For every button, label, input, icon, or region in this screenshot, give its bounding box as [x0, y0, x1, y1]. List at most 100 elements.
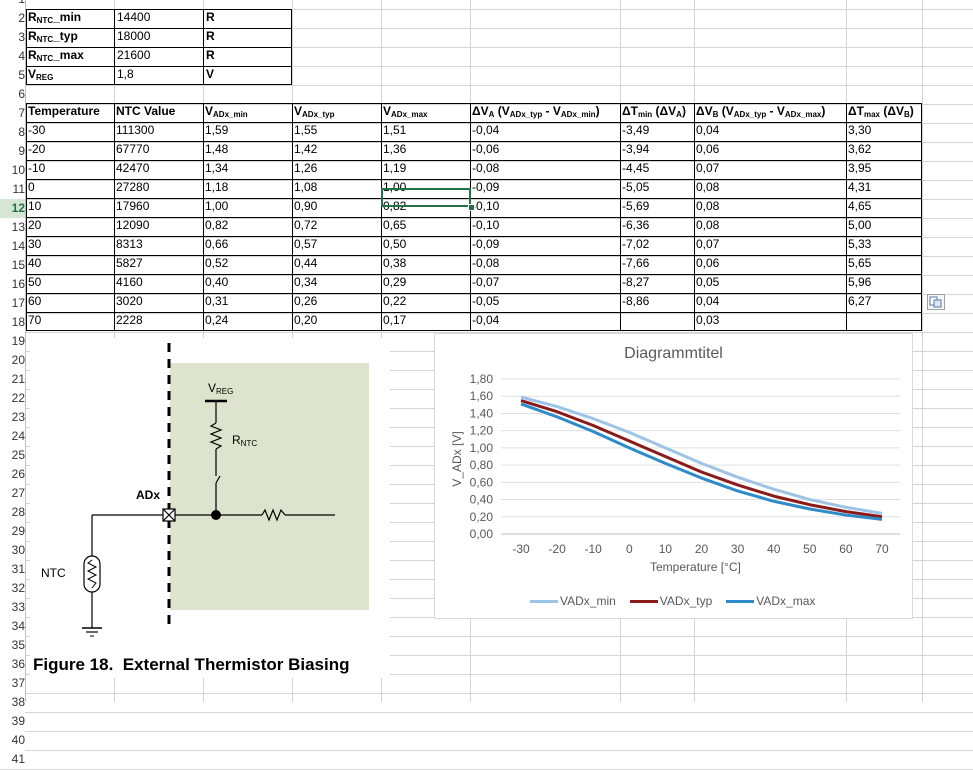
table-cell[interactable]: 67770 — [116, 142, 150, 156]
row-header[interactable]: 38 — [0, 693, 25, 712]
table-cell[interactable]: 1,42 — [294, 142, 318, 156]
param-value[interactable]: 14400 — [117, 10, 151, 24]
table-cell[interactable]: 0,34 — [294, 275, 318, 289]
table-cell[interactable]: 60 — [28, 294, 42, 308]
line-chart[interactable]: Diagrammtitel 0,00 0,20 0,40 0,60 0,80 1,00 1,… — [434, 333, 913, 619]
table-header-cell[interactable]: VADx_min — [203, 103, 248, 123]
table-cell[interactable]: -7,66 — [622, 256, 650, 270]
table-cell[interactable]: 3,95 — [848, 161, 872, 175]
table-cell[interactable]: -5,69 — [622, 199, 650, 213]
row-header[interactable]: 28 — [0, 503, 25, 522]
row-header[interactable]: 31 — [0, 560, 25, 579]
chart-series-line-VADx_typ[interactable] — [520, 399, 883, 519]
row-header[interactable]: 22 — [0, 389, 25, 408]
param-unit[interactable]: R — [206, 48, 215, 62]
param-unit[interactable]: V — [206, 67, 215, 81]
table-cell[interactable]: 1,34 — [205, 161, 229, 175]
table-cell[interactable]: 0,08 — [696, 218, 720, 232]
table-cell[interactable]: 0,24 — [205, 313, 229, 327]
param-value[interactable]: 21600 — [117, 48, 151, 62]
table-cell[interactable]: 5,33 — [848, 237, 872, 251]
row-header[interactable]: 13 — [0, 218, 25, 237]
table-cell[interactable]: -8,27 — [622, 275, 650, 289]
row-header[interactable]: 30 — [0, 541, 25, 560]
row-header[interactable]: 6 — [0, 85, 25, 104]
legend-item[interactable]: VADx_min — [530, 594, 616, 608]
row-header[interactable]: 19 — [0, 332, 25, 351]
table-cell[interactable]: 3,30 — [848, 123, 872, 137]
table-cell[interactable]: -0,09 — [472, 237, 500, 251]
param-unit[interactable]: R — [206, 29, 215, 43]
row-header[interactable]: 25 — [0, 446, 25, 465]
table-cell[interactable]: 12090 — [116, 218, 150, 232]
table-cell[interactable]: -4,45 — [622, 161, 650, 175]
table-cell[interactable]: 0,50 — [383, 237, 407, 251]
table-cell[interactable]: 0,20 — [294, 313, 318, 327]
fill-handle[interactable] — [468, 204, 475, 211]
table-cell[interactable]: 42470 — [116, 161, 150, 175]
row-header[interactable]: 8 — [0, 123, 25, 142]
table-header-cell[interactable]: ΔVA (VADx_typ - VADx_min) — [470, 103, 600, 123]
table-header-cell[interactable]: ΔTmin (ΔVA) — [620, 103, 686, 123]
chart-y-axis-label[interactable]: V_ADx [V] — [450, 431, 464, 487]
table-cell[interactable]: 0,04 — [696, 123, 720, 137]
param-value[interactable]: 1,8 — [117, 67, 134, 81]
table-cell[interactable]: 0,31 — [205, 294, 229, 308]
table-cell[interactable]: -6,36 — [622, 218, 650, 232]
table-header-cell[interactable]: NTC Value — [114, 103, 175, 120]
table-cell[interactable]: -10 — [28, 161, 46, 175]
table-cell[interactable]: 5,00 — [848, 218, 872, 232]
param-unit[interactable]: R — [206, 10, 215, 24]
table-header-cell[interactable]: ΔVB (VADx_typ - VADx_max) — [694, 103, 825, 123]
row-header[interactable]: 20 — [0, 351, 25, 370]
table-cell[interactable]: 1,19 — [383, 161, 407, 175]
table-cell[interactable]: -0,08 — [472, 256, 500, 270]
table-cell[interactable]: 8313 — [116, 237, 143, 251]
chart-legend[interactable]: VADx_min VADx_typ VADx_max — [530, 594, 829, 608]
table-cell[interactable]: -0,10 — [472, 218, 500, 232]
table-cell[interactable]: 0,06 — [696, 256, 720, 270]
chart-title[interactable]: Diagrammtitel — [624, 345, 723, 362]
table-cell[interactable]: 1,55 — [294, 123, 318, 137]
table-header-cell[interactable]: VADx_max — [381, 103, 427, 123]
table-cell[interactable]: 0,05 — [696, 275, 720, 289]
table-cell[interactable]: 1,59 — [205, 123, 229, 137]
table-cell[interactable]: -0,08 — [472, 161, 500, 175]
row-header[interactable]: 39 — [0, 712, 25, 731]
table-cell[interactable]: -0,10 — [472, 199, 500, 213]
table-cell[interactable]: -20 — [28, 142, 46, 156]
param-name[interactable]: RNTC_typ — [26, 28, 78, 48]
row-header[interactable]: 37 — [0, 674, 25, 693]
table-cell[interactable]: -0,04 — [472, 313, 500, 327]
table-cell[interactable]: 1,26 — [294, 161, 318, 175]
table-cell[interactable]: 4,31 — [848, 180, 872, 194]
param-name[interactable]: VREG — [26, 66, 53, 86]
table-cell[interactable]: 4,65 — [848, 199, 872, 213]
table-cell[interactable]: 6,27 — [848, 294, 872, 308]
row-header[interactable]: 26 — [0, 465, 25, 484]
table-cell[interactable]: 3020 — [116, 294, 143, 308]
row-header[interactable]: 33 — [0, 598, 25, 617]
table-cell[interactable]: 0,90 — [294, 199, 318, 213]
table-cell[interactable]: 1,00 — [383, 180, 407, 194]
table-header-cell[interactable]: ΔTmax (ΔVB) — [846, 103, 914, 123]
table-cell[interactable]: -8,86 — [622, 294, 650, 308]
table-cell[interactable]: 0 — [28, 180, 35, 194]
row-header[interactable]: 27 — [0, 484, 25, 503]
table-cell[interactable]: 0,04 — [696, 294, 720, 308]
table-cell[interactable]: 0,08 — [696, 180, 720, 194]
table-cell[interactable]: 0,52 — [205, 256, 229, 270]
param-name[interactable]: RNTC_max — [26, 47, 84, 67]
table-cell[interactable]: 2228 — [116, 313, 143, 327]
row-header[interactable]: 41 — [0, 750, 25, 769]
row-header[interactable]: 7 — [0, 104, 25, 123]
table-cell[interactable]: 10 — [28, 199, 42, 213]
table-cell[interactable]: 0,72 — [294, 218, 318, 232]
param-name[interactable]: RNTC_min — [26, 9, 81, 29]
row-header[interactable]: 32 — [0, 579, 25, 598]
table-cell[interactable]: 0,08 — [696, 199, 720, 213]
table-cell[interactable]: 1,08 — [294, 180, 318, 194]
row-header[interactable]: 21 — [0, 370, 25, 389]
paste-options-icon[interactable] — [927, 294, 945, 310]
chart-series-line-VADx_max[interactable] — [520, 402, 883, 521]
